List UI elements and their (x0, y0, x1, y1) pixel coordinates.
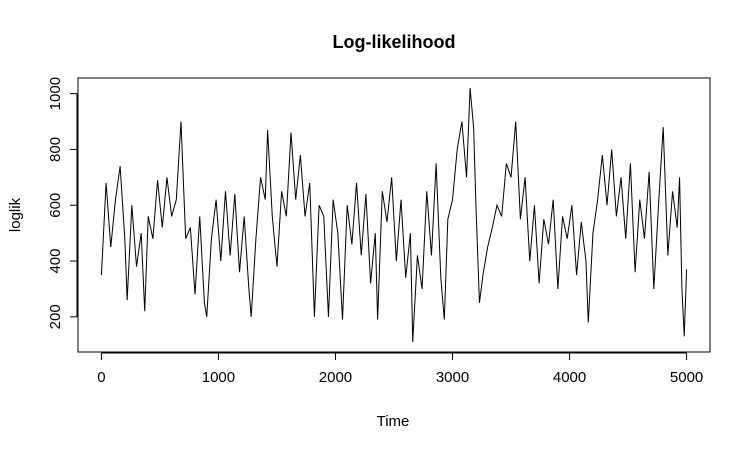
y-tick-label: 1000 (47, 77, 64, 110)
x-tick-label: 0 (97, 369, 105, 386)
y-tick-label: 600 (47, 193, 64, 218)
x-axis-label: Time (377, 413, 410, 430)
y-tick-label: 400 (47, 249, 64, 274)
y-axis-label: loglik (7, 197, 24, 232)
x-tick-label: 5000 (670, 369, 703, 386)
x-tick-label: 3000 (436, 369, 469, 386)
plot-box (77, 77, 711, 353)
x-tick-label: 2000 (319, 369, 352, 386)
series-line (100, 87, 688, 342)
chart-title: Log-likelihood (333, 32, 456, 52)
y-tick-label: 200 (47, 304, 64, 329)
x-tick-label: 4000 (553, 369, 586, 386)
x-tick-label: 1000 (202, 369, 235, 386)
y-tick-label: 800 (47, 137, 64, 162)
